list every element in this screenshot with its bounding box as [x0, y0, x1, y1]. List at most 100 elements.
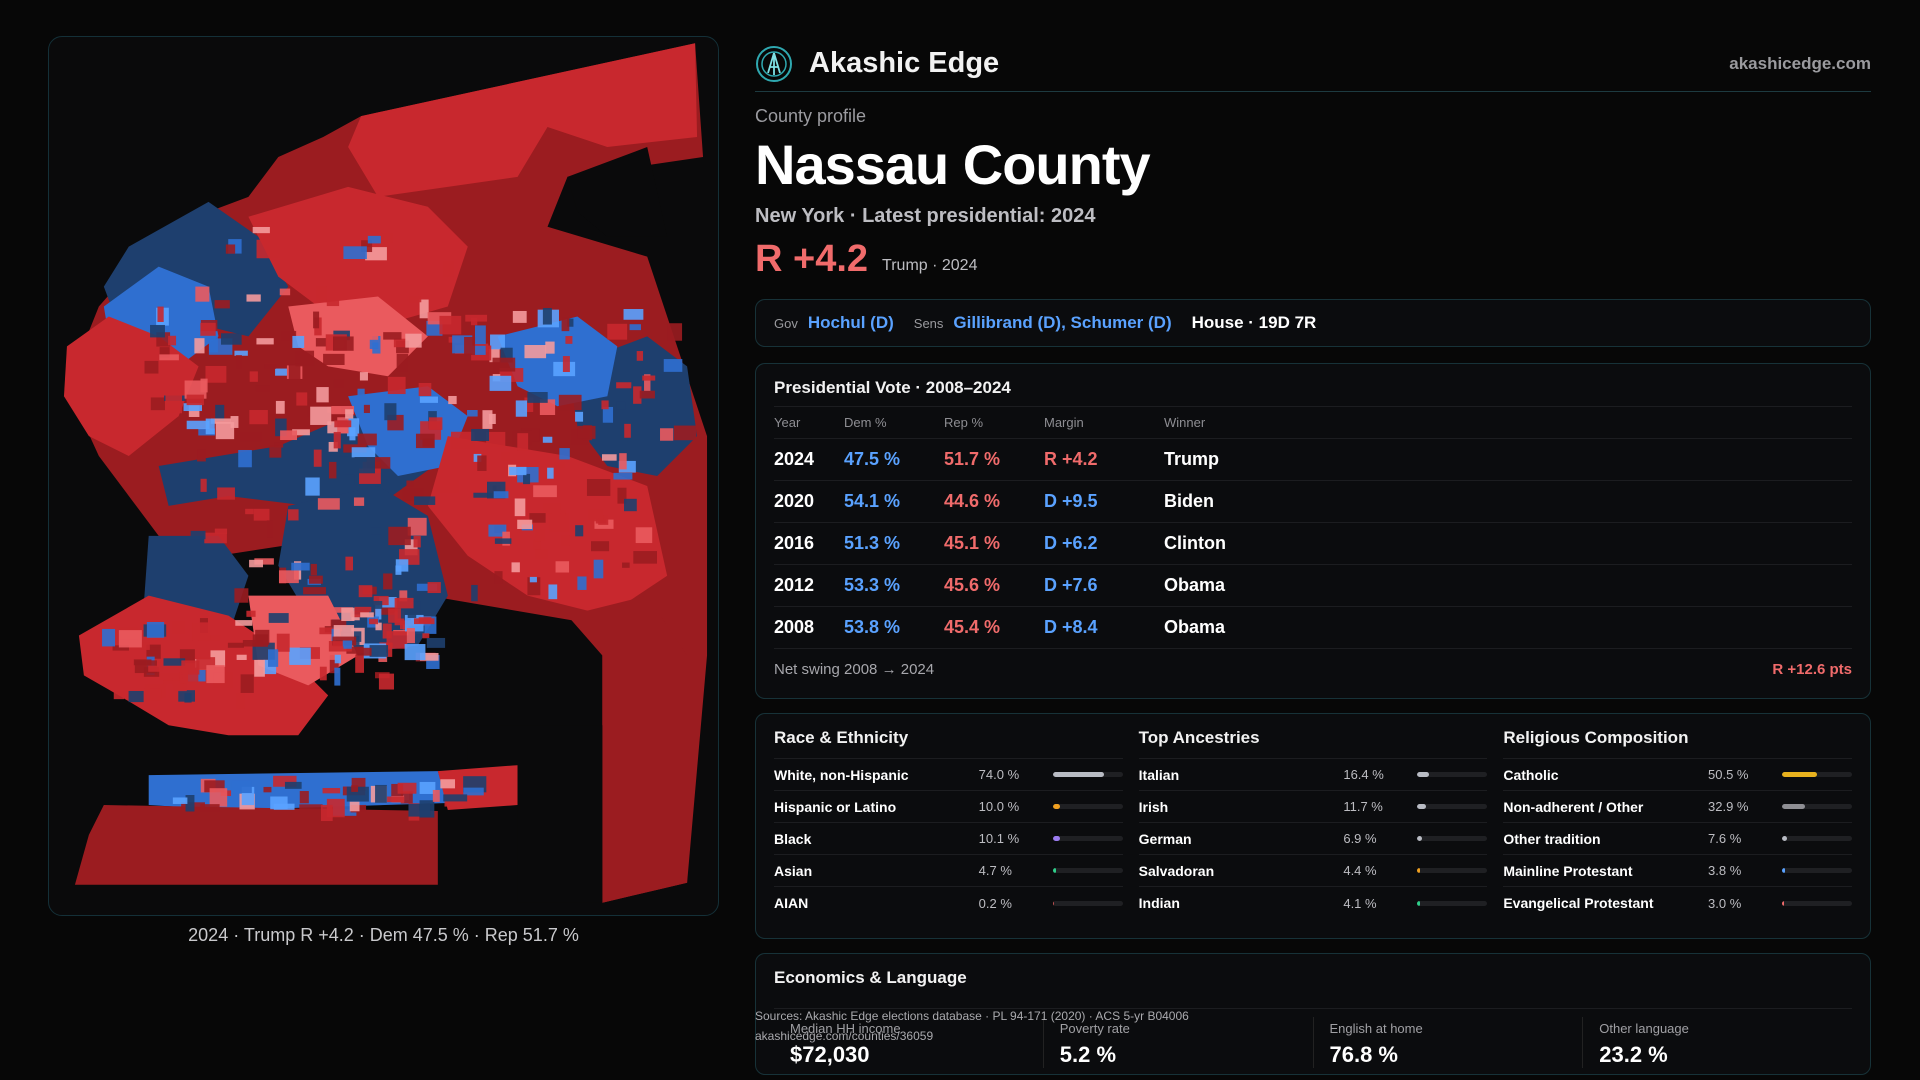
precinct-map[interactable] — [48, 36, 719, 916]
race-bar — [1052, 868, 1123, 873]
precinct-cell — [281, 330, 297, 341]
precinct-cell — [416, 583, 438, 591]
precinct-cell — [273, 775, 297, 787]
econ-value: $72,030 — [790, 1042, 870, 1067]
precinct-cell — [534, 529, 546, 542]
precinct-cell — [361, 240, 373, 253]
precinct-cell — [254, 659, 265, 677]
precinct-cell — [328, 441, 338, 452]
governor-link[interactable]: Hochul (D) — [807, 313, 894, 332]
precinct-cell — [113, 691, 125, 700]
sources-footer: Sources: Akashic Edge elections database… — [755, 1006, 1189, 1046]
precinct-cell — [622, 562, 630, 568]
race-label: Asian — [774, 862, 813, 879]
precinct-cell — [256, 239, 280, 259]
econ-label: Poverty rate — [1059, 1021, 1130, 1036]
ancestry-label: Italian — [1138, 766, 1180, 783]
precinct-cell — [309, 575, 323, 584]
religion-bar — [1782, 772, 1853, 777]
precinct-cell — [346, 646, 365, 654]
precinct-cell — [517, 519, 533, 530]
row-year: 2024 — [774, 438, 844, 481]
religion-percent: 50.5 % — [1708, 767, 1749, 782]
precinct-cell — [205, 418, 215, 435]
ancestry-bar — [1417, 772, 1488, 777]
race-label: White, non-Hispanic — [774, 766, 909, 783]
precinct-cell — [245, 508, 254, 515]
precinct-cell — [334, 420, 352, 428]
precinct-cell — [439, 315, 462, 335]
precinct-cell — [475, 325, 486, 345]
site-link[interactable]: akashicedge.com — [1729, 53, 1871, 73]
precinct-cell — [443, 260, 454, 277]
religion-label: Mainline Protestant — [1503, 862, 1633, 879]
precinct-cell — [206, 665, 225, 684]
precinct-cell — [291, 562, 310, 571]
sources-url[interactable]: akashicedge.com/counties/36059 — [755, 1029, 934, 1043]
precinct-cell — [360, 612, 374, 618]
precinct-cell — [345, 409, 354, 419]
precinct-cell — [493, 491, 509, 499]
ancestry-bar — [1417, 836, 1488, 841]
economics-title: Economics & Language — [774, 968, 967, 987]
precinct-cell — [163, 678, 184, 685]
precinct-cell — [613, 472, 633, 480]
precinct-cell — [305, 477, 320, 496]
precinct-cell — [427, 582, 441, 594]
table-row[interactable]: 2016 51.3 % 45.1 % D +6.2 Clinton — [774, 522, 1852, 565]
precinct-cell — [406, 627, 415, 644]
precinct-cell — [141, 642, 150, 650]
precinct-cell — [183, 403, 202, 412]
table-row[interactable]: 2008 53.8 % 45.4 % D +8.4 Obama — [774, 606, 1852, 649]
precinct-cell — [559, 448, 570, 460]
precinct-cell — [509, 466, 527, 476]
precinct-cell — [322, 787, 341, 794]
precinct-cell — [375, 603, 382, 620]
precinct-cell — [168, 335, 177, 346]
brand[interactable]: Akashic Edge — [755, 45, 999, 83]
precinct-cell — [355, 654, 365, 673]
precinct-cell — [192, 622, 211, 641]
precinct-cell — [623, 309, 644, 320]
econ-value: 5.2 % — [1059, 1042, 1117, 1067]
swing-label: Net swing 2008 → 2024 — [774, 661, 935, 678]
table-row[interactable]: 2012 53.3 % 45.6 % D +7.6 Obama — [774, 564, 1852, 607]
precinct-cell — [239, 432, 262, 442]
precinct-cell — [577, 576, 587, 590]
house-delegation: House · 19D 7R — [1191, 313, 1317, 332]
race-bar-fill — [1052, 868, 1056, 873]
gov-label: Gov — [774, 315, 798, 331]
precinct-cell — [373, 595, 389, 606]
religion-percent: 7.6 % — [1708, 831, 1742, 846]
precinct-cell — [384, 403, 397, 421]
precinct-cell — [616, 382, 632, 389]
religion-label: Evangelical Protestant — [1503, 895, 1654, 911]
row-year: 2008 — [774, 606, 844, 649]
senators-link[interactable]: Gillibrand (D), Schumer (D) — [953, 313, 1172, 332]
precinct-cell — [242, 640, 264, 647]
race-row: White, non-Hispanic 74.0 % — [774, 759, 1123, 791]
precinct-cell — [624, 498, 637, 512]
precinct-cell — [489, 348, 500, 363]
precinct-cell — [467, 409, 478, 417]
precinct-cell — [494, 571, 503, 585]
ancestry-percent: 4.1 % — [1343, 895, 1377, 911]
net-swing: Net swing 2008 → 2024 R +12.6 pts — [774, 661, 1852, 678]
ancestry-row: German 6.9 % — [1138, 823, 1488, 855]
precinct-cell — [320, 804, 333, 822]
precinct-cell — [367, 235, 381, 244]
table-row[interactable]: 2024 47.5 % 51.7 % R +4.2 Trump — [774, 438, 1852, 481]
precinct-cell — [435, 480, 459, 494]
precinct-cell — [426, 637, 446, 648]
precinct-cell — [383, 332, 402, 340]
precinct-cell — [565, 336, 573, 344]
religion-percent: 32.9 % — [1708, 799, 1749, 814]
row-year: 2020 — [774, 480, 844, 523]
row-winner: Clinton — [1164, 522, 1852, 565]
precinct-cell — [264, 363, 277, 369]
table-row[interactable]: 2020 54.1 % 44.6 % D +9.5 Biden — [774, 480, 1852, 523]
precinct-cell — [369, 645, 389, 657]
econ-label: Other language — [1599, 1021, 1689, 1036]
precinct-cell — [471, 428, 490, 441]
precinct-cell — [601, 454, 617, 461]
